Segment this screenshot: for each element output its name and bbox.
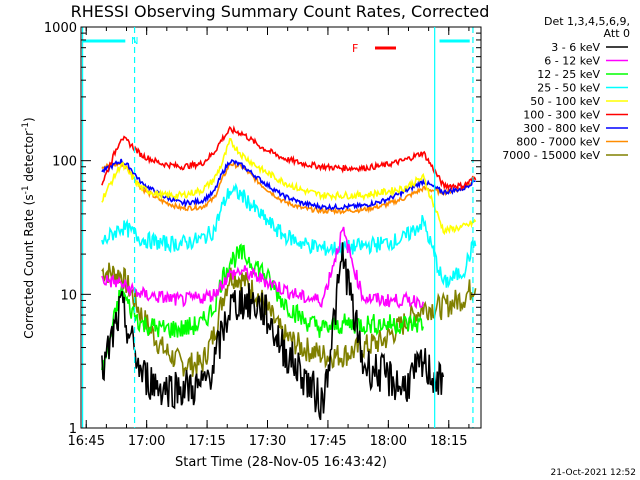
legend-label: 100 - 300 keV [523,109,600,122]
annotation-f: F [352,42,358,55]
legend-label: 800 - 7000 keV [516,136,600,149]
x-tick-label: 16:45 [68,434,105,449]
y-tick-label: 1 [69,422,77,437]
x-axis-label: Start Time (28-Nov-05 16:43:42) [175,455,387,470]
series-line-7000-15000-kev [101,262,477,377]
x-tick-label: 18:15 [430,434,467,449]
detector-info-line2: Att 0 [604,27,630,40]
legend-label: 6 - 12 keV [544,55,600,68]
legend-label: 300 - 800 keV [523,122,600,135]
series-line-25-50-kev [101,182,477,289]
x-tick-label: 17:45 [309,434,346,449]
chart-title: RHESSI Observing Summary Count Rates, Co… [71,2,490,21]
x-tick-label: 17:15 [188,434,225,449]
series-layer [101,124,477,421]
footer-date: 21-Oct-2021 12:52 [551,468,636,478]
orbit-markers [82,27,474,428]
annotation-n: N [131,36,138,47]
legend-label: 25 - 50 keV [537,82,600,95]
detector-info-line1: Det 1,3,4,5,6,9, [544,15,630,28]
series-line-100-300-kev [101,124,477,191]
series-line-3-6-kev [101,242,445,421]
series-line-6-12-kev [101,226,424,310]
series-line-12-25-kev [101,243,424,373]
legend-label: 7000 - 15000 keV [502,149,600,162]
series-line-800-7000-kev [101,159,476,216]
y-axis-label-mid: detector [22,131,36,186]
x-tick-label: 17:00 [128,434,165,449]
series-line-50-100-kev [101,137,477,236]
legend-label: 50 - 100 keV [530,95,600,108]
legend-label: 3 - 6 keV [551,41,600,54]
y-tick-label: 10 [60,288,77,303]
y-axis-label-sup1: -1 [21,185,31,194]
x-tick-label: 18:00 [370,434,407,449]
y-axis-label-end: ) [22,117,36,122]
y-axis: 1 10 100 1000 [44,21,481,437]
legend-label: 12 - 25 keV [537,68,600,81]
y-axis-label-sup2: -1 [21,122,31,131]
y-tick-label: 100 [52,155,77,170]
y-axis-label-main: Corrected Count Rate (s [22,194,36,338]
y-axis-label: Corrected Count Rate (s-1 detector-1) [21,117,36,338]
x-axis: 16:45 17:00 17:15 17:30 17:45 18:00 18:15 [68,27,470,449]
plot-frame [80,26,482,429]
x-tick-label: 17:30 [249,434,286,449]
y-tick-label: 1000 [44,21,77,36]
